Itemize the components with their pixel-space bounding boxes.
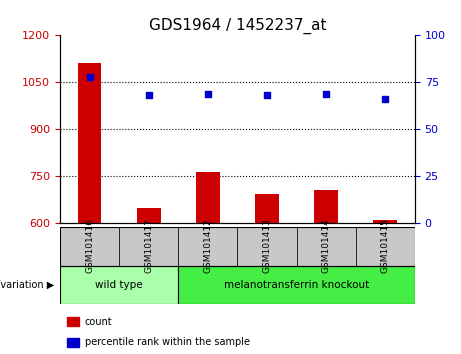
Bar	[255, 194, 279, 223]
Bar	[373, 220, 397, 223]
Bar	[314, 190, 338, 223]
Point	[263, 93, 271, 98]
Text: GSM101412: GSM101412	[203, 219, 213, 273]
Text: GSM101413: GSM101413	[262, 218, 272, 274]
Text: GSM101416: GSM101416	[85, 218, 94, 274]
Point	[145, 93, 152, 98]
Text: percentile rank within the sample: percentile rank within the sample	[85, 337, 250, 348]
Bar	[237, 227, 296, 266]
Bar	[178, 266, 415, 304]
Bar	[196, 172, 219, 223]
Bar	[119, 227, 178, 266]
Text: genotype/variation ▶: genotype/variation ▶	[0, 280, 54, 290]
Text: melanotransferrin knockout: melanotransferrin knockout	[224, 280, 369, 290]
Text: GSM101414: GSM101414	[322, 219, 331, 273]
Bar	[60, 266, 178, 304]
Bar	[67, 338, 79, 347]
Point	[382, 96, 389, 102]
Point	[322, 91, 330, 96]
Point	[86, 74, 93, 80]
Title: GDS1964 / 1452237_at: GDS1964 / 1452237_at	[148, 18, 326, 34]
Point	[204, 91, 212, 96]
Bar	[137, 208, 160, 223]
Text: count: count	[85, 317, 112, 327]
Text: GSM101415: GSM101415	[381, 218, 390, 274]
Text: wild type: wild type	[95, 280, 143, 290]
Bar	[67, 317, 79, 326]
Bar	[77, 63, 101, 223]
Bar	[178, 227, 237, 266]
Text: GSM101417: GSM101417	[144, 218, 153, 274]
Bar	[356, 227, 415, 266]
Bar	[296, 227, 356, 266]
Bar	[60, 227, 119, 266]
Bar	[60, 227, 415, 266]
